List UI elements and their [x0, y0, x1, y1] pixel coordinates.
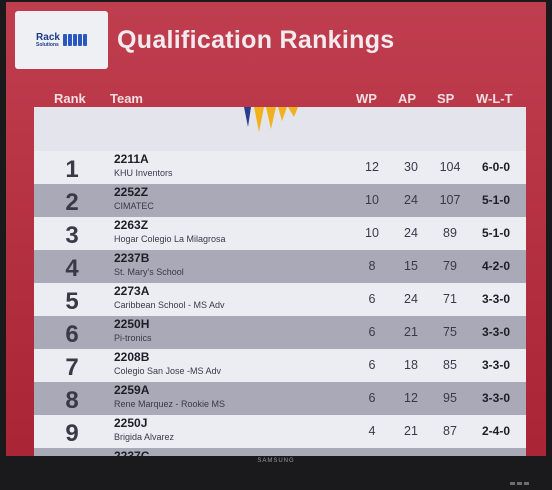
ap-value: 18 [404, 358, 418, 372]
rankings-screen: Rack Solutions Qualification Rankings Ra… [6, 2, 546, 456]
team-name: Hogar Colegio La Milagrosa [114, 234, 226, 244]
rank-number: 7 [65, 354, 79, 381]
ranking-row: 6 2250H Pi-tronics 6 21 75 3-3-0 [34, 316, 526, 349]
team-number: 2208B [114, 350, 150, 364]
column-header-team: Team [110, 91, 143, 106]
team-name: Rene Marquez - Rookie MS [114, 399, 226, 409]
logo-text-secondary: Solutions [36, 41, 59, 48]
page-title: Qualification Rankings [117, 26, 395, 54]
team-name: CIMATEC [114, 201, 154, 211]
sunburst-decoration-icon [244, 107, 298, 132]
rank-number: 9 [65, 420, 79, 447]
wp-value: 10 [365, 193, 379, 207]
wlt-record: 5-1-0 [481, 193, 510, 207]
rank-number: 5 [65, 288, 79, 315]
team-name: Caribbean School - MS Adv [114, 300, 225, 310]
column-header-wp: WP [356, 91, 377, 106]
logo-text-primary: Rack [36, 31, 60, 43]
ranking-row: 9 2250J Brigida Alvarez 4 21 87 2-4-0 [34, 415, 526, 448]
logo-bars-icon [62, 34, 87, 46]
rack-solutions-logo: Rack Solutions [15, 11, 108, 69]
wp-value: 6 [368, 358, 376, 372]
wlt-record: 3-3-0 [481, 391, 510, 405]
rank-number: 1 [65, 156, 79, 183]
team-number: 2273A [114, 284, 150, 298]
ranking-row: 10 2237C [34, 448, 526, 456]
team-number: 2259A [114, 383, 150, 397]
rank-number: 10 [58, 453, 86, 456]
tv-indicator-icons [510, 472, 540, 485]
column-header-rank: Rank [54, 91, 86, 106]
team-number: 2250J [114, 416, 148, 430]
wp-value: 6 [368, 325, 376, 339]
wp-value: 6 [368, 292, 376, 306]
rank-number: 3 [65, 222, 79, 249]
team-number: 2252Z [114, 185, 149, 199]
rank-number: 4 [65, 255, 79, 282]
team-number: 2237B [114, 251, 150, 265]
ap-value: 30 [404, 160, 418, 174]
team-number: 2263Z [114, 218, 149, 232]
team-number: 2250H [114, 317, 150, 331]
team-name: St. Mary's School [114, 267, 184, 277]
team-name: Pi-tronics [114, 333, 152, 343]
ap-value: 15 [404, 259, 418, 273]
column-header-wlt: W-L-T [476, 91, 513, 106]
ap-value: 21 [404, 424, 418, 438]
wlt-record: 3-3-0 [481, 325, 510, 339]
ap-value: 24 [404, 226, 418, 240]
rank-number: 6 [65, 321, 79, 348]
ranking-row: 3 2263Z Hogar Colegio La Milagrosa 10 24 89 5-… [34, 217, 526, 250]
ap-value: 24 [404, 193, 418, 207]
team-name: Brigida Alvarez [114, 432, 175, 442]
wp-value: 6 [368, 391, 376, 405]
team-name: KHU Inventors [114, 168, 173, 178]
wlt-record: 3-3-0 [481, 358, 510, 372]
rankings-table: 1 2211A KHU Inventors 12 30 104 6-0-0 2 2252Z CIM… [34, 107, 526, 456]
sp-value: 85 [443, 358, 457, 372]
wlt-record: 3-3-0 [481, 292, 510, 306]
sp-value: 107 [439, 193, 461, 207]
wp-value: 10 [365, 226, 379, 240]
team-number: 2211A [114, 152, 149, 166]
wp-value: 4 [368, 424, 376, 438]
team-name: Colegio San Jose -MS Adv [114, 366, 222, 376]
wp-value: 8 [368, 259, 376, 273]
tv-brand-label: SAMSUNG [257, 458, 295, 464]
wlt-record: 5-1-0 [481, 226, 510, 240]
ranking-row: 8 2259A Rene Marquez - Rookie MS 6 12 95 3-3-0 [34, 382, 526, 415]
sp-value: 71 [443, 292, 457, 306]
sp-value: 75 [443, 325, 457, 339]
column-header-sp: SP [437, 91, 455, 106]
sp-value: 87 [443, 424, 457, 438]
ap-value: 24 [404, 292, 418, 306]
ranking-row: 5 2273A Caribbean School - MS Adv 6 24 71 3-3-… [34, 283, 526, 316]
team-number: 2237C [114, 449, 150, 456]
sp-value: 89 [443, 226, 457, 240]
ranking-row: 1 2211A KHU Inventors 12 30 104 6-0-0 [34, 151, 526, 184]
ap-value: 12 [404, 391, 418, 405]
sp-value: 79 [443, 259, 457, 273]
ranking-row: 4 2237B St. Mary's School 8 15 79 4-2-0 [34, 250, 526, 283]
sp-value: 95 [443, 391, 457, 405]
wlt-record: 4-2-0 [481, 259, 510, 273]
wlt-record: 6-0-0 [481, 160, 510, 174]
column-header-ap: AP [398, 91, 417, 106]
sp-value: 104 [439, 160, 461, 174]
ranking-row: 7 2208B Colegio San Jose -MS Adv 6 18 85 3-3-0 [34, 349, 526, 382]
ap-value: 21 [404, 325, 418, 339]
rank-number: 2 [65, 189, 79, 216]
wp-value: 12 [365, 160, 379, 174]
wlt-record: 2-4-0 [481, 424, 510, 438]
rank-number: 8 [65, 387, 79, 414]
ranking-row: 2 2252Z CIMATEC 10 24 107 5-1-0 [34, 184, 526, 217]
